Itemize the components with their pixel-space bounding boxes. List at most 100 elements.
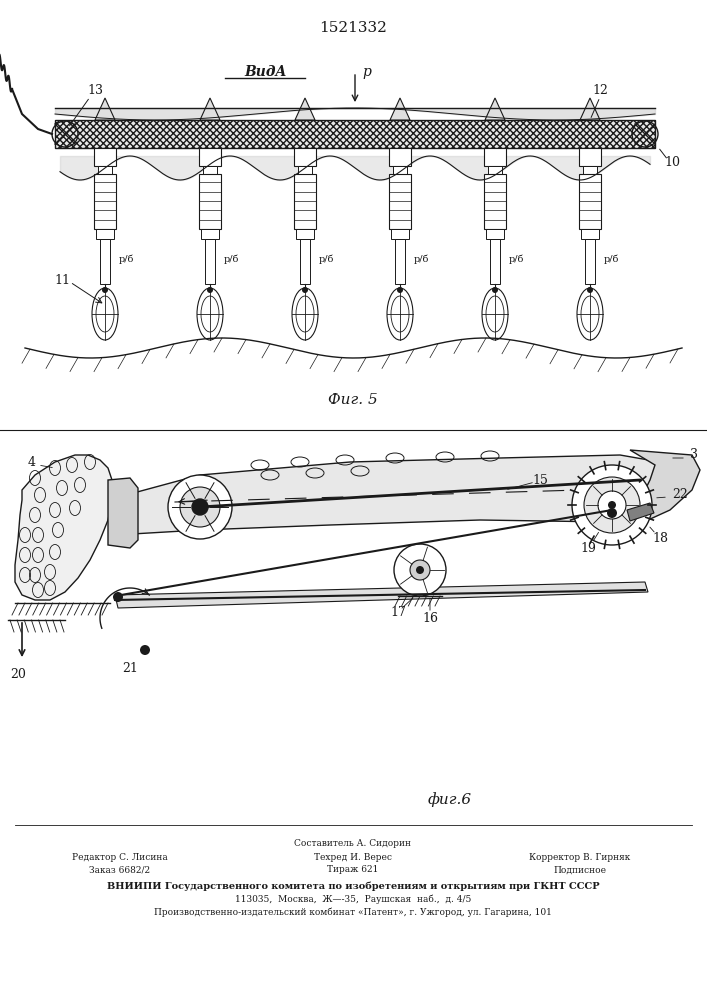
Polygon shape <box>200 98 220 120</box>
Polygon shape <box>630 450 700 520</box>
Circle shape <box>587 287 593 293</box>
Text: 18: 18 <box>652 532 668 544</box>
Bar <box>484 148 506 166</box>
Text: фиг.6: фиг.6 <box>428 793 472 807</box>
Bar <box>296 229 314 239</box>
Bar <box>201 229 219 239</box>
Bar <box>199 174 221 229</box>
Bar <box>199 148 221 166</box>
Text: 17: 17 <box>390 605 406 618</box>
Text: Корректор В. Гирняк: Корректор В. Гирняк <box>530 852 631 861</box>
Circle shape <box>102 287 108 293</box>
Polygon shape <box>295 98 315 120</box>
Circle shape <box>410 560 430 580</box>
Text: р/б: р/б <box>509 254 525 264</box>
Bar <box>298 166 312 174</box>
Polygon shape <box>485 98 505 120</box>
Text: 113035,  Москва,  Ж—-35,  Раушская  наб.,  д. 4/5: 113035, Москва, Ж—-35, Раушская наб., д.… <box>235 894 471 904</box>
Ellipse shape <box>387 288 413 340</box>
Bar <box>585 239 595 284</box>
Bar <box>488 166 502 174</box>
Text: р/б: р/б <box>119 254 134 264</box>
Circle shape <box>207 287 213 293</box>
Circle shape <box>492 287 498 293</box>
Ellipse shape <box>482 288 508 340</box>
Circle shape <box>607 508 617 518</box>
Bar <box>96 229 114 239</box>
Bar <box>486 229 504 239</box>
Circle shape <box>584 477 640 533</box>
Bar <box>389 148 411 166</box>
Text: ВидA: ВидA <box>244 65 286 79</box>
Text: 21: 21 <box>122 662 138 674</box>
Polygon shape <box>15 455 112 600</box>
Bar <box>579 148 601 166</box>
Circle shape <box>180 487 220 527</box>
Text: 20: 20 <box>10 668 26 681</box>
Polygon shape <box>627 503 654 521</box>
Circle shape <box>416 566 424 574</box>
Text: 3: 3 <box>690 448 698 462</box>
Bar <box>94 148 116 166</box>
Bar <box>484 174 506 229</box>
Bar <box>393 166 407 174</box>
Circle shape <box>168 475 232 539</box>
Circle shape <box>572 465 652 545</box>
Bar <box>300 239 310 284</box>
Bar <box>100 239 110 284</box>
Polygon shape <box>390 98 410 120</box>
Polygon shape <box>115 582 648 608</box>
Bar <box>294 148 316 166</box>
Text: 12: 12 <box>592 84 608 97</box>
Polygon shape <box>580 98 600 120</box>
Circle shape <box>192 499 208 515</box>
Bar <box>203 166 217 174</box>
Circle shape <box>598 491 626 519</box>
Ellipse shape <box>197 288 223 340</box>
Bar <box>55 120 655 148</box>
Ellipse shape <box>92 288 118 340</box>
Bar <box>94 174 116 229</box>
Text: 16: 16 <box>422 611 438 624</box>
Text: р/б: р/б <box>604 254 619 264</box>
Text: Подписное: Подписное <box>554 865 607 874</box>
Text: 10: 10 <box>664 155 680 168</box>
Bar <box>581 229 599 239</box>
Bar <box>490 239 500 284</box>
Text: р: р <box>362 65 371 79</box>
Text: 11: 11 <box>54 273 70 286</box>
Ellipse shape <box>577 288 603 340</box>
Text: 15: 15 <box>532 474 548 487</box>
Text: 1521332: 1521332 <box>319 21 387 35</box>
Bar <box>391 229 409 239</box>
Bar <box>98 166 112 174</box>
Bar <box>395 239 405 284</box>
Text: 4: 4 <box>28 456 36 468</box>
Ellipse shape <box>292 288 318 340</box>
Bar <box>389 174 411 229</box>
Text: Фиг. 5: Фиг. 5 <box>328 393 378 407</box>
Text: р/б: р/б <box>319 254 334 264</box>
Circle shape <box>608 501 616 509</box>
Text: р/б: р/б <box>224 254 240 264</box>
Text: ВНИИПИ Государственного комитета по изобретениям и открытиям при ГКНТ СССР: ВНИИПИ Государственного комитета по изоб… <box>107 881 600 891</box>
Circle shape <box>140 645 150 655</box>
Text: р/б: р/б <box>414 254 429 264</box>
Text: 22: 22 <box>672 488 688 502</box>
Text: 13: 13 <box>87 84 103 97</box>
Polygon shape <box>115 455 678 535</box>
Text: Производственно-издательский комбинат «Патент», г. Ужгород, ул. Гагарина, 101: Производственно-издательский комбинат «П… <box>154 907 552 917</box>
Bar <box>55 120 655 148</box>
Polygon shape <box>108 478 138 548</box>
Bar <box>205 239 215 284</box>
Circle shape <box>397 287 403 293</box>
Circle shape <box>302 287 308 293</box>
Polygon shape <box>95 98 115 120</box>
Text: Редактор С. Лисина: Редактор С. Лисина <box>72 852 168 861</box>
Circle shape <box>113 592 123 602</box>
Bar <box>294 174 316 229</box>
Text: Составитель А. Сидорин: Составитель А. Сидорин <box>295 838 411 848</box>
Bar <box>583 166 597 174</box>
Circle shape <box>394 544 446 596</box>
Bar <box>579 174 601 229</box>
